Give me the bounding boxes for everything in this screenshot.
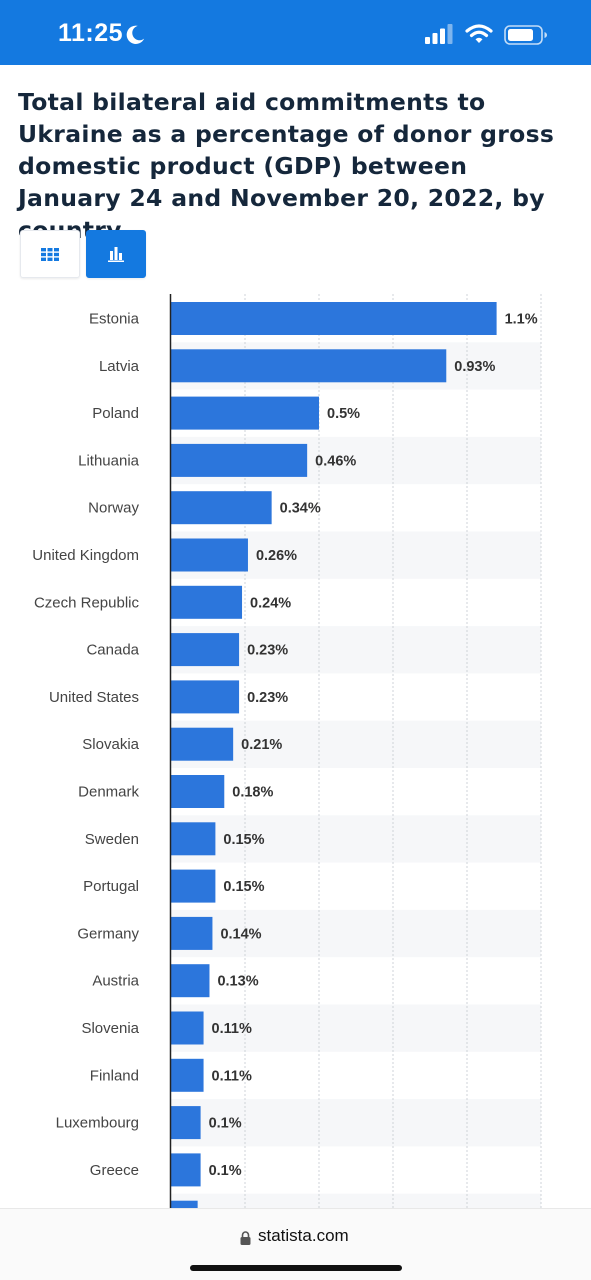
category-label: United States [49, 689, 139, 706]
value-label: 0.14% [220, 926, 261, 942]
url-domain: statista.com [258, 1226, 349, 1245]
value-label: 0.15% [223, 879, 264, 895]
value-label: 0.21% [241, 737, 282, 753]
bar [171, 964, 210, 998]
bar [171, 1011, 204, 1045]
category-label: Estonia [89, 311, 140, 328]
value-label: 0.1% [209, 1163, 242, 1179]
value-label: 0.24% [250, 595, 291, 611]
bar [171, 633, 240, 667]
table-view-button[interactable] [20, 230, 80, 278]
bar [171, 396, 319, 430]
bar [171, 727, 234, 761]
bar-chart-svg: Estonia 1.1% Latvia 0.93% Poland 0.5% Lithuani… [32, 294, 542, 1208]
bar [171, 349, 447, 383]
battery-icon [504, 25, 547, 45]
value-label: 0.26% [256, 548, 297, 564]
row-stripe [171, 1099, 541, 1147]
category-label: Czech Republic [34, 594, 140, 611]
bar [171, 1153, 201, 1187]
bar [171, 585, 243, 619]
value-label: 0.11% [212, 1021, 252, 1037]
bar [171, 1106, 201, 1140]
category-label: Norway [88, 500, 139, 517]
category-label: Latvia [99, 358, 140, 375]
category-label: Slovakia [82, 736, 139, 753]
category-label: Finland [90, 1067, 139, 1084]
bar-chart-icon [108, 247, 124, 262]
category-label: Luxembourg [56, 1115, 139, 1132]
category-label: United Kingdom [32, 547, 139, 564]
category-label: Lithuania [78, 452, 140, 469]
table-grid-icon [41, 247, 59, 261]
value-label: 0.23% [247, 643, 288, 659]
value-label: 0.18% [232, 785, 273, 801]
row-stripe [171, 1004, 541, 1052]
home-indicator [190, 1265, 402, 1271]
category-label: Germany [77, 925, 139, 942]
wifi-icon [465, 24, 493, 43]
row-stripe [171, 1193, 541, 1208]
bar [171, 491, 272, 525]
value-label: 1.1% [505, 312, 538, 328]
value-label: 0.46% [315, 453, 356, 469]
bar [171, 680, 240, 714]
value-label: 0.34% [280, 501, 321, 517]
bar [171, 302, 497, 335]
row-stripe [171, 909, 541, 958]
value-label: 0.5% [327, 406, 360, 422]
bar [171, 443, 308, 477]
value-label: 0.23% [247, 690, 288, 706]
category-label: Sweden [85, 831, 139, 848]
category-label: Greece [90, 1162, 139, 1179]
browser-url-bar[interactable]: statista.com [0, 1208, 591, 1280]
status-time: 11:25 [58, 19, 124, 47]
value-label: 0.13% [217, 974, 258, 990]
category-label: Canada [86, 642, 139, 659]
category-label: Denmark [78, 784, 139, 801]
chart-title: Total bilateral aid commitments to Ukrai… [18, 88, 555, 244]
chart-view-button[interactable] [86, 230, 146, 278]
value-label: 0.1% [209, 1116, 242, 1132]
category-label: Poland [92, 405, 139, 422]
bar [171, 822, 216, 856]
bar [171, 1058, 204, 1092]
bar [171, 869, 216, 903]
category-label: Austria [92, 973, 139, 990]
bar [171, 538, 248, 572]
category-label: Portugal [83, 878, 139, 895]
bar [171, 916, 213, 950]
status-bar: 11:25 [0, 0, 591, 65]
bar-chart: Estonia 1.1% Latvia 0.93% Poland 0.5% Lithuani… [0, 294, 591, 1208]
value-label: 0.11% [212, 1068, 252, 1084]
bar [171, 1200, 198, 1208]
row-stripe [171, 815, 541, 863]
category-label: Slovenia [81, 1020, 139, 1037]
lock-icon [240, 1231, 251, 1245]
view-toggle [20, 230, 146, 278]
cellular-signal-icon [425, 24, 453, 44]
value-label: 0.15% [223, 832, 264, 848]
value-label: 0.93% [454, 359, 495, 375]
bar [171, 775, 225, 808]
moon-icon [126, 25, 145, 44]
